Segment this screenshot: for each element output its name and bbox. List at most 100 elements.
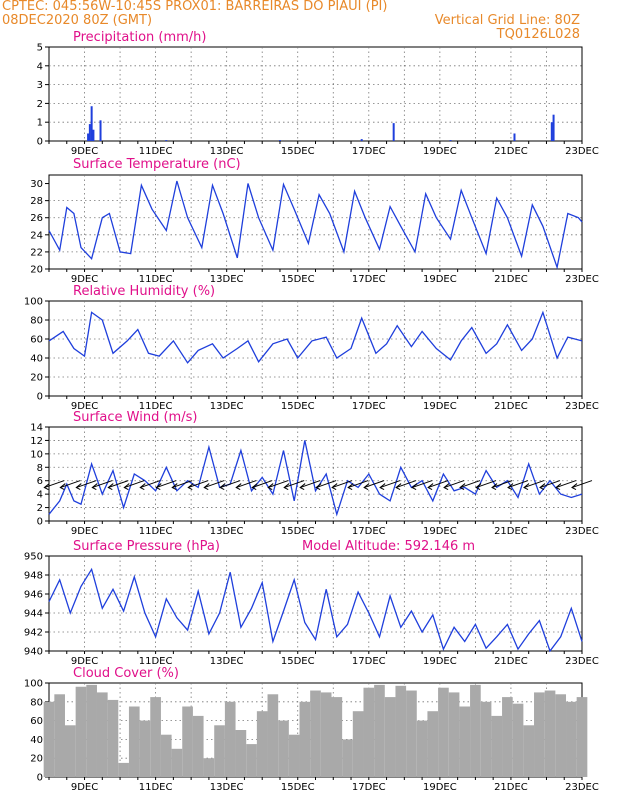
wind-arrow-head (219, 483, 226, 491)
wind-arrow (347, 480, 369, 489)
wind-arrow (92, 480, 113, 489)
precip-bar (99, 120, 102, 141)
wind-arrow (188, 480, 209, 489)
y-tick-label: 946 (24, 590, 43, 601)
wind-arrow (523, 480, 545, 489)
y-tick-label: 944 (24, 609, 43, 620)
cloud-bar (384, 697, 396, 777)
y-tick-label: 60 (30, 716, 43, 727)
cloud-bar (363, 687, 375, 777)
wind-arrow-head (75, 483, 82, 491)
series-line-2 (48, 310, 583, 364)
y-tick-label: 28 (30, 196, 43, 207)
y-tick-label: 10 (30, 449, 43, 460)
wind-arrow (204, 480, 225, 489)
x-tick-label: 11DEC (139, 401, 173, 412)
cloud-bar (555, 694, 567, 777)
cloud-bar (192, 715, 204, 777)
cloud-bar (534, 692, 545, 777)
cloud-bar (43, 701, 55, 777)
x-tick-label: 15DEC (281, 526, 315, 537)
wind-arrow-head (267, 483, 274, 491)
cloud-bar (75, 686, 87, 777)
cloud-bar (160, 734, 172, 777)
cloud-bar (416, 720, 428, 777)
x-tick-label: 11DEC (139, 656, 173, 667)
cloud-bar (182, 706, 193, 777)
wind-arrow (459, 480, 481, 489)
wind-arrow-head (171, 483, 178, 491)
x-tick-label: 13DEC (210, 526, 244, 537)
x-tick-label: 21DEC (494, 526, 528, 537)
wind-arrow (60, 480, 81, 489)
precip-bar (88, 124, 91, 141)
wind-arrow (363, 480, 385, 489)
x-tick-label: 15DEC (281, 274, 315, 285)
x-tick-label: 17DEC (352, 782, 386, 793)
y-tick-label: 24 (30, 230, 43, 241)
panel-title: Relative Humidity (%) (73, 284, 215, 299)
x-tick-label: 13DEC (210, 274, 244, 285)
precip-bar (392, 123, 395, 141)
x-tick-label: 11DEC (139, 274, 173, 285)
y-tick-label: 40 (30, 735, 43, 746)
x-tick-label: 13DEC (210, 401, 244, 412)
wind-arrow-head (203, 483, 210, 491)
wind-arrow-head (555, 483, 562, 491)
wind-arrow (315, 480, 337, 489)
y-tick-label: 948 (24, 571, 43, 582)
x-tick-label: 17DEC (352, 274, 386, 285)
x-tick-label: 23DEC (565, 526, 599, 537)
cloud-bar (96, 692, 108, 777)
precip-bar (552, 114, 555, 141)
cloud-bar (352, 711, 364, 777)
wind-arrow-head (347, 483, 354, 491)
wind-arrow (395, 480, 417, 489)
cloud-bar (224, 701, 236, 777)
x-tick-label: 21DEC (494, 146, 528, 157)
cloud-bar (502, 697, 513, 777)
wind-arrow (427, 480, 449, 489)
y-tick-label: 940 (24, 647, 43, 658)
y-tick-label: 0 (37, 773, 43, 784)
wind-arrow (475, 480, 497, 489)
cloud-bar (171, 748, 183, 777)
wind-arrow-head (283, 483, 290, 491)
x-tick-label: 19DEC (423, 401, 457, 412)
x-tick-label: 23DEC (565, 401, 599, 412)
panel-subtitle: Model Altitude: 592.146 m (302, 539, 475, 554)
wind-arrow (108, 480, 129, 489)
precip-bar (92, 129, 95, 141)
x-tick-label: 9DEC (71, 782, 98, 793)
wind-arrow (284, 480, 305, 489)
x-tick-label: 9DEC (71, 274, 98, 285)
x-tick-label: 11DEC (139, 782, 173, 793)
precip-bar (165, 140, 168, 141)
wind-arrow-head (443, 483, 450, 491)
cloud-bar (235, 730, 247, 777)
y-tick-label: 20 (30, 373, 43, 384)
wind-arrow-head (427, 483, 434, 491)
x-tick-label: 21DEC (494, 782, 528, 793)
panel-title: Surface Temperature (nC) (73, 157, 241, 172)
precip-bar (513, 133, 516, 141)
x-tick-label: 15DEC (281, 146, 315, 157)
wind-arrow-head (59, 483, 66, 491)
wind-arrow (124, 480, 145, 489)
y-tick-label: 2 (37, 99, 43, 110)
y-tick-label: 14 (30, 423, 43, 434)
wind-arrow-head (331, 483, 338, 491)
cloud-bar (203, 758, 215, 777)
wind-arrow-head (363, 483, 370, 491)
y-tick-label: 22 (30, 247, 43, 258)
wind-arrow (331, 480, 353, 489)
panel-frame-3 (48, 426, 583, 522)
cloud-bar (427, 711, 439, 777)
x-tick-label: 23DEC (565, 656, 599, 667)
cloud-bar (246, 744, 257, 777)
cloud-bar (374, 684, 385, 777)
x-tick-label: 9DEC (71, 146, 98, 157)
y-tick-label: 0 (37, 517, 43, 528)
wind-arrow-head (523, 483, 530, 491)
header-line-1: CPTEC: 045:56W-10:45S PROX01: BARREIRAS … (2, 0, 388, 14)
